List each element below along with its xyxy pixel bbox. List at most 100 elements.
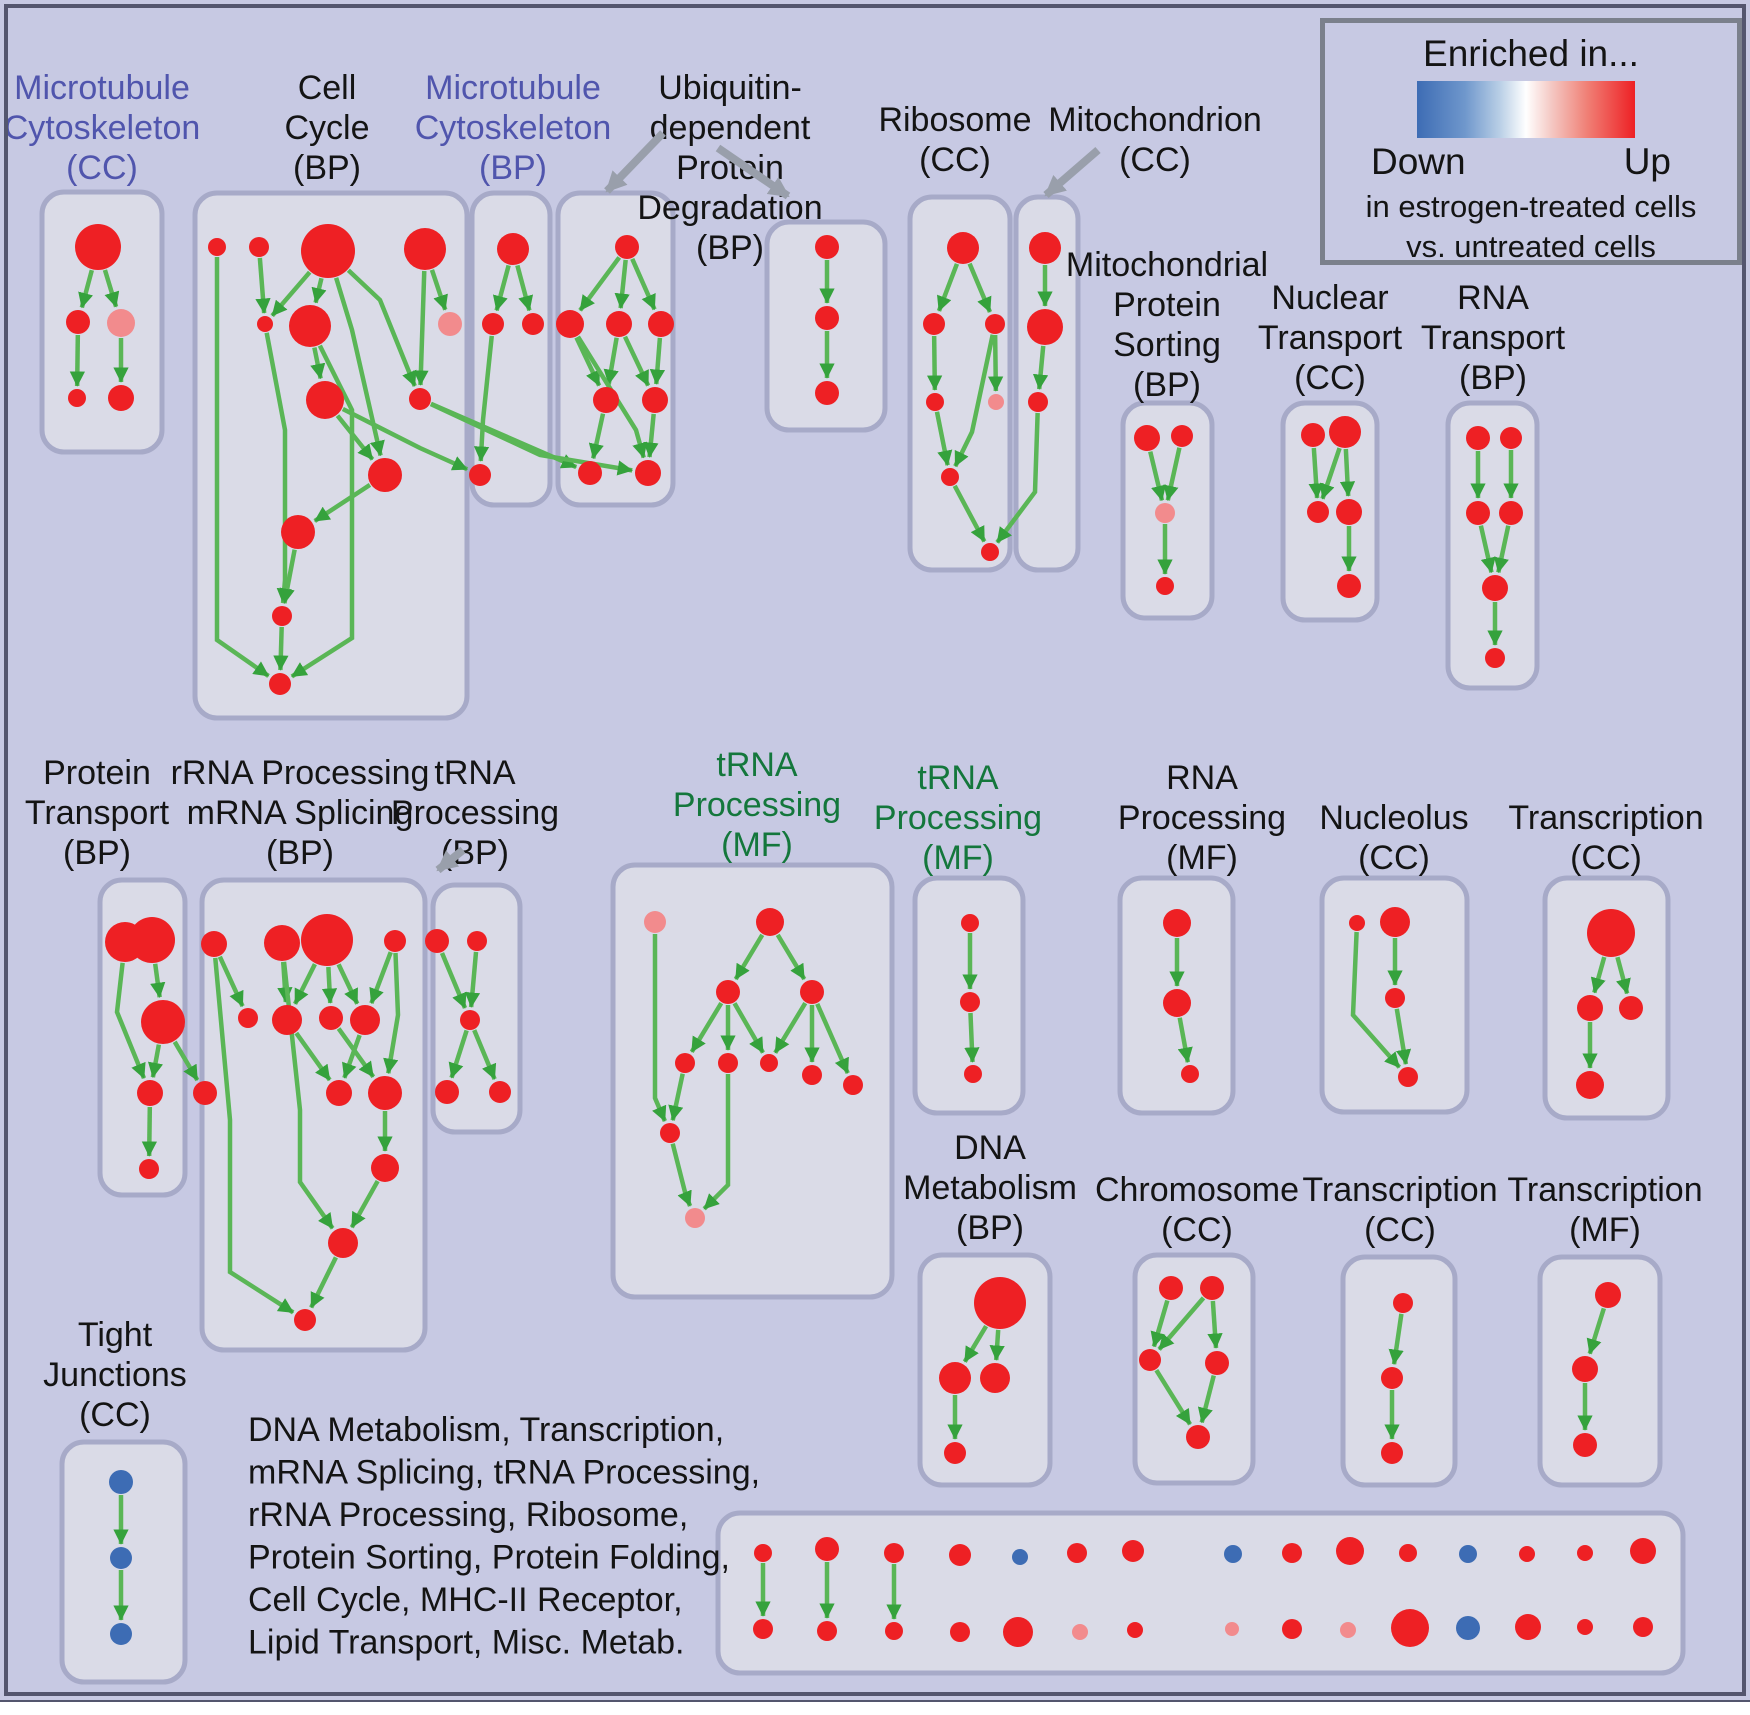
group-box-microtubule-cytoskeleton-bp bbox=[469, 190, 553, 508]
label-pointer-arrow bbox=[1043, 146, 1101, 199]
go-term-node bbox=[238, 1008, 258, 1028]
go-term-node bbox=[1307, 501, 1329, 523]
edge-arrow bbox=[369, 951, 393, 1004]
edge-arrow bbox=[652, 934, 667, 1122]
edge-arrow bbox=[439, 952, 468, 1009]
go-term-node bbox=[137, 1080, 163, 1106]
cluster-label: Transport bbox=[1421, 319, 1566, 357]
go-term-node bbox=[272, 606, 292, 626]
cluster-label: (CC) bbox=[79, 1396, 151, 1434]
cluster-label: (CC) bbox=[66, 149, 138, 187]
cluster-label: (MF) bbox=[721, 826, 793, 864]
legend-title: Enriched in... bbox=[1423, 33, 1639, 74]
go-term-node bbox=[1186, 1425, 1210, 1449]
go-term-node bbox=[1633, 1617, 1653, 1637]
go-term-node bbox=[272, 1005, 302, 1035]
go-term-node bbox=[1577, 1545, 1593, 1561]
cluster-label: Transport bbox=[25, 794, 170, 832]
edge-arrow bbox=[936, 263, 960, 312]
cluster-label: Microtubule bbox=[14, 69, 190, 107]
edge-arrow bbox=[150, 963, 166, 998]
go-term-node bbox=[66, 310, 90, 334]
edge-arrow bbox=[1032, 345, 1049, 390]
go-term-node bbox=[1459, 1545, 1477, 1563]
go-term-node bbox=[644, 911, 666, 933]
go-term-node bbox=[815, 306, 839, 330]
go-term-node bbox=[281, 515, 315, 549]
go-term-node bbox=[800, 980, 824, 1004]
go-term-node bbox=[815, 235, 839, 259]
go-term-node bbox=[425, 929, 449, 953]
edge-arrow bbox=[995, 412, 1040, 544]
go-term-node bbox=[685, 1208, 705, 1228]
summary-caption-line: DNA Metabolism, Transcription, bbox=[248, 1411, 724, 1449]
go-term-node bbox=[606, 311, 632, 337]
go-term-node bbox=[326, 1080, 352, 1106]
go-term-node bbox=[1500, 427, 1522, 449]
go-term-node bbox=[1349, 915, 1365, 931]
cluster-label: tRNA bbox=[716, 746, 798, 784]
edge-arrow bbox=[472, 1029, 497, 1080]
go-term-node bbox=[269, 673, 291, 695]
go-term-node bbox=[294, 1309, 316, 1331]
go-term-node bbox=[648, 311, 674, 337]
edge-arrow bbox=[1163, 447, 1182, 502]
summary-caption-line: mRNA Splicing, tRNA Processing, bbox=[248, 1454, 760, 1492]
cluster-label: Processing bbox=[1118, 799, 1286, 837]
go-term-node bbox=[75, 224, 121, 270]
go-term-node bbox=[301, 224, 355, 278]
go-term-node bbox=[306, 381, 344, 419]
edge-arrow bbox=[335, 414, 375, 461]
go-term-node bbox=[107, 309, 135, 337]
cluster-label: Chromosome bbox=[1095, 1171, 1299, 1209]
edge-arrow bbox=[309, 1256, 338, 1309]
cluster-label: Processing bbox=[874, 799, 1042, 837]
cluster-label: (MF) bbox=[922, 839, 994, 877]
go-term-node bbox=[497, 233, 529, 265]
go-term-node bbox=[404, 228, 446, 270]
go-term-node bbox=[961, 914, 979, 932]
go-term-node bbox=[1181, 1065, 1199, 1083]
go-term-node bbox=[716, 980, 740, 1004]
go-term-node bbox=[949, 1544, 971, 1566]
group-box-microtubule-cytoskeleton-cc bbox=[39, 189, 165, 455]
cluster-label: Protein bbox=[43, 754, 151, 792]
edge-arrow bbox=[172, 1040, 200, 1082]
edge-arrow bbox=[574, 336, 602, 387]
go-term-node bbox=[718, 1053, 738, 1073]
cluster-label: RNA bbox=[1166, 759, 1238, 797]
edge-arrow bbox=[989, 1329, 1005, 1361]
group-box-transcription-cc-upper bbox=[1542, 875, 1671, 1121]
cluster-label: Transcription bbox=[1507, 1171, 1702, 1209]
cluster-label: Tight bbox=[78, 1316, 153, 1354]
go-term-node bbox=[884, 1543, 904, 1563]
go-term-node bbox=[249, 237, 269, 257]
edge-arrow bbox=[321, 966, 338, 1004]
go-term-node bbox=[1139, 1349, 1161, 1371]
edge-arrow bbox=[670, 1143, 693, 1207]
go-term-node bbox=[1029, 232, 1061, 264]
edge-arrow bbox=[934, 411, 953, 466]
go-term-node bbox=[964, 1065, 982, 1083]
cluster-label: rRNA Processing bbox=[171, 754, 430, 792]
go-term-node bbox=[68, 389, 86, 407]
cluster-label: (CC) bbox=[1570, 839, 1642, 877]
legend: Enriched in... Down Up in estrogen-treat… bbox=[1320, 18, 1742, 265]
summary-caption-line: Lipid Transport, Misc. Metab. bbox=[248, 1624, 685, 1662]
edge-arrow bbox=[773, 1001, 808, 1054]
go-term-node bbox=[1466, 426, 1490, 450]
go-term-node bbox=[1381, 1442, 1403, 1464]
go-term-node bbox=[1028, 392, 1048, 412]
go-term-node bbox=[1127, 1622, 1143, 1638]
edge-arrow bbox=[311, 277, 327, 304]
cluster-label: Degradation bbox=[637, 189, 822, 227]
go-term-node bbox=[108, 385, 134, 411]
edge-arrow bbox=[279, 549, 297, 604]
cluster-label: (CC) bbox=[1161, 1211, 1233, 1249]
go-term-node bbox=[817, 1621, 837, 1641]
go-term-node bbox=[1205, 1351, 1229, 1375]
go-term-node bbox=[193, 1081, 217, 1105]
group-box-ribosome-cc bbox=[907, 194, 1013, 573]
cluster-label: (BP) bbox=[293, 149, 361, 187]
